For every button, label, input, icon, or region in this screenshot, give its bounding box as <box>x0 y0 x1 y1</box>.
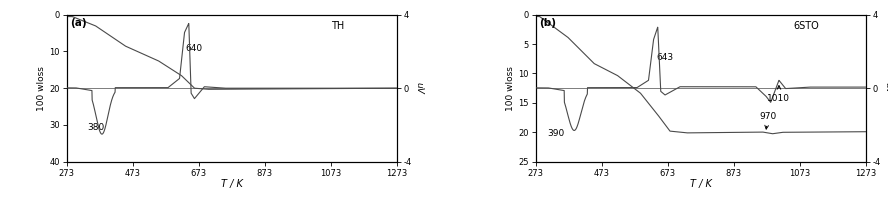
Text: 640: 640 <box>186 44 202 53</box>
Text: 6STO: 6STO <box>793 21 819 31</box>
Y-axis label: uV: uV <box>883 82 888 94</box>
X-axis label: T / K: T / K <box>690 179 711 189</box>
Text: TH: TH <box>331 21 344 31</box>
Text: 1010: 1010 <box>767 86 790 103</box>
Text: 380: 380 <box>87 123 104 132</box>
Y-axis label: 100 wloss: 100 wloss <box>506 66 515 111</box>
X-axis label: T / K: T / K <box>221 179 242 189</box>
Text: (a): (a) <box>70 18 86 28</box>
Text: 390: 390 <box>548 129 565 138</box>
Y-axis label: uV: uV <box>414 82 424 94</box>
Y-axis label: 100 wloss: 100 wloss <box>37 66 46 111</box>
Text: (b): (b) <box>539 18 556 28</box>
Text: 970: 970 <box>759 112 776 129</box>
Text: 643: 643 <box>656 53 673 62</box>
